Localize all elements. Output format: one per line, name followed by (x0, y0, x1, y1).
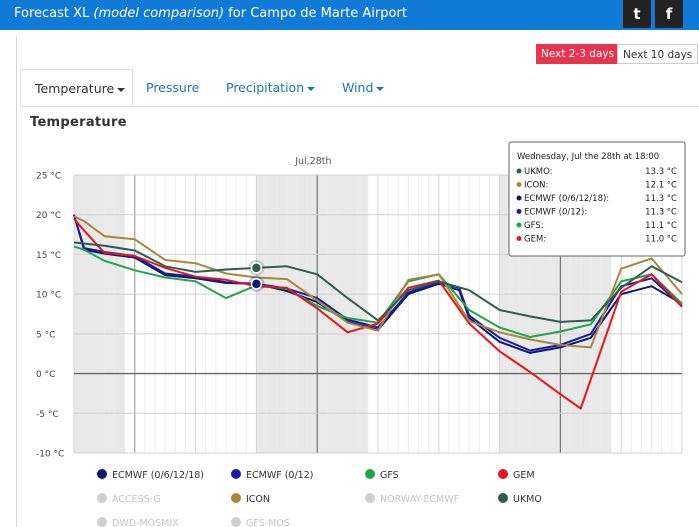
title-italic: (model comparison) (93, 6, 225, 21)
tooltip-dot (516, 222, 522, 228)
tooltip-series-value: 13.3 °C (645, 167, 677, 177)
legend-label: GEM (513, 470, 535, 481)
tab-temperature[interactable]: Temperature (20, 69, 133, 106)
legend-marker[interactable] (498, 469, 508, 479)
tooltip-series-name: ECMWF (0/6/12/18): (524, 194, 609, 204)
tooltip-dot (516, 195, 522, 201)
marker-ecmwf (250, 278, 263, 290)
facebook-icon[interactable]: f (655, 0, 683, 28)
series-line-gem (73, 218, 683, 410)
legend-label: ECMWF (0/6/12/18) (112, 470, 204, 481)
marker-ukmo (250, 262, 263, 274)
legend-marker[interactable] (97, 469, 107, 479)
tooltip-series-name: GFS: (524, 221, 544, 231)
legend-marker[interactable] (231, 517, 241, 527)
legend-label: NORWAY-ECMWF (380, 494, 459, 505)
period-next-10-days-button[interactable]: Next 10 days (617, 44, 699, 64)
forecast-panel (16, 36, 699, 527)
legend-label: ACCESS-G (112, 494, 161, 505)
series-line-icon (73, 215, 683, 349)
chevron-down-icon (117, 87, 126, 92)
series-line-ukmo (73, 241, 683, 323)
tooltip-series-name: UKMO: (524, 167, 553, 177)
chart-section-title: Temperature (30, 115, 127, 130)
tooltip-series-value: 11.3 °C (645, 194, 677, 204)
y-tick-label: -10 °C (36, 450, 64, 460)
tab-precipitation-label: Precipitation (226, 80, 305, 95)
legend-marker[interactable] (498, 493, 508, 503)
tooltip-series-name: ICON: (524, 181, 548, 191)
tooltip-series-name: GEM: (524, 235, 546, 245)
legend-label: DWD-MOSMIX (112, 518, 179, 527)
title-prefix: Forecast XL (14, 6, 94, 21)
y-tick-label: 25 °C (36, 172, 61, 182)
legend-marker[interactable] (231, 469, 241, 479)
tooltip-dot (516, 168, 522, 174)
tooltip-series-value: 11.1 °C (645, 221, 677, 231)
y-tick-label: -5 °C (36, 410, 59, 420)
y-tick-label: 5 °C (36, 330, 55, 340)
legend-marker[interactable] (97, 517, 107, 527)
legend-label: UKMO (513, 494, 542, 505)
legend-label: GFS (380, 470, 399, 481)
tooltip-box (508, 141, 686, 257)
series-line-ecmwf-0-12- (73, 214, 683, 352)
tab-pressure-label: Pressure (146, 80, 200, 95)
tab-pressure[interactable]: Pressure (146, 69, 199, 106)
y-tick-label: 10 °C (36, 291, 61, 301)
chevron-down-icon (376, 86, 385, 91)
tab-wind-label: Wind (342, 80, 374, 95)
period-next-2-3-days-button[interactable]: Next 2-3 days (536, 44, 620, 64)
tab-precipitation[interactable]: Precipitation (226, 69, 316, 106)
title-suffix: for Campo de Marte Airport (224, 6, 407, 21)
twitter-icon[interactable]: t (623, 0, 651, 28)
legend-label: ICON (246, 494, 270, 505)
tooltip-dot (516, 182, 522, 187)
chevron-down-icon (307, 86, 316, 91)
tooltip-series-value: 11.0 °C (645, 235, 677, 245)
legend-label: ECMWF (0/12) (246, 470, 313, 481)
day-label: Jul,28th (294, 156, 331, 167)
tooltip-series-name: ECMWF (0/12): (524, 208, 587, 218)
legend-marker[interactable] (365, 469, 375, 479)
tab-wind[interactable]: Wind (342, 69, 385, 106)
tooltip-dot (516, 236, 522, 241)
tooltip-series-value: 11.3 °C (645, 208, 677, 218)
series-line-gfs (73, 245, 683, 338)
tab-temperature-label: Temperature (35, 81, 115, 96)
legend-marker[interactable] (97, 493, 107, 503)
tooltip-dot (516, 209, 522, 214)
legend-marker[interactable] (365, 493, 375, 503)
tab-bar: Temperature Pressure Precipitation Wind (20, 69, 699, 107)
legend-marker[interactable] (231, 493, 241, 503)
night-shading-band (74, 175, 125, 453)
tooltip-header: Wednesday, Jul the 28th at 18:00 (517, 152, 659, 162)
y-tick-label: 15 °C (36, 251, 61, 261)
legend-label: GFS-MOS (246, 518, 290, 527)
y-tick-label: 20 °C (36, 211, 61, 221)
night-shading-band (256, 175, 368, 453)
y-tick-label: 0 °C (36, 370, 55, 380)
header-bar: Forecast XL (model comparison) for Campo… (0, 0, 699, 30)
page-title: Forecast XL (model comparison) for Campo… (14, 6, 407, 21)
tooltip-series-value: 12.1 °C (645, 181, 677, 191)
